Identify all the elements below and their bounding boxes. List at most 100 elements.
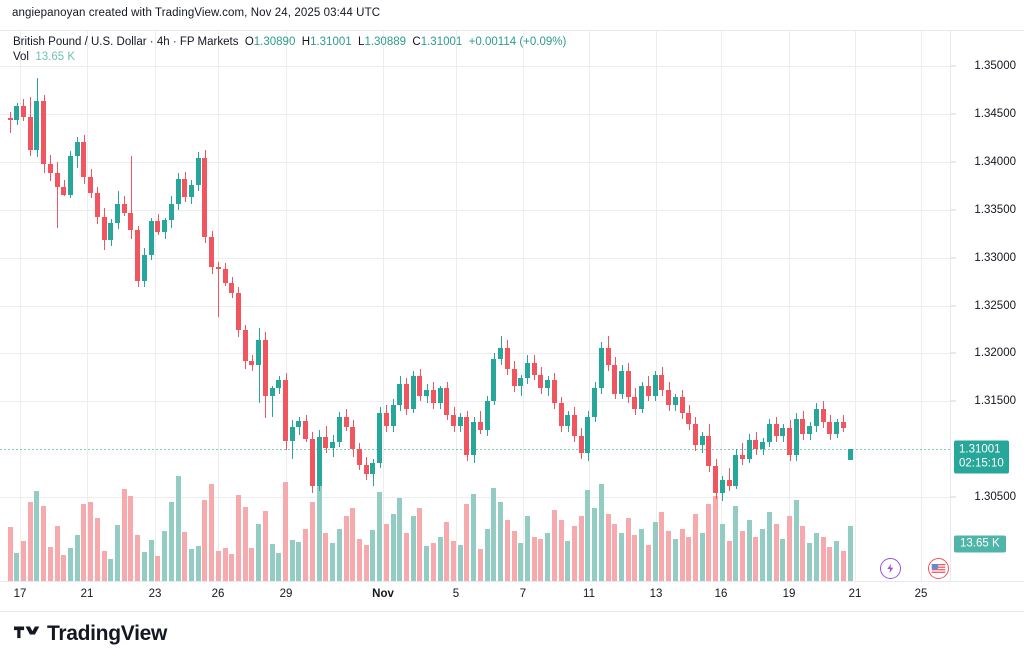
volume-bar xyxy=(350,508,356,581)
volume-bar xyxy=(571,526,577,581)
volume-bar xyxy=(309,502,315,581)
time-tick-label: 25 xyxy=(914,588,928,600)
chart-plot-area[interactable] xyxy=(0,31,950,581)
volume-bar xyxy=(20,541,26,581)
candle-body xyxy=(20,106,26,117)
volume-bar xyxy=(558,520,564,581)
volume-bar xyxy=(477,548,483,581)
volume-bar xyxy=(283,482,289,581)
us-flag-icon[interactable] xyxy=(928,558,949,579)
time-tick-label: 29 xyxy=(279,588,293,600)
candle-body xyxy=(605,347,611,365)
chart-frame: 1.35000 1.34500 1.34000 1.33500 1.33000 1.325… xyxy=(0,30,1024,582)
price-axis[interactable]: 1.35000 1.34500 1.34000 1.33500 1.33000 1.325… xyxy=(950,31,1024,581)
candle-body xyxy=(672,397,678,406)
candle-wick xyxy=(131,156,132,239)
candle-body xyxy=(518,378,524,386)
price-tick-dash xyxy=(951,161,956,163)
current-price-badge[interactable]: 1.31001 02:15:10 xyxy=(954,440,1009,474)
candle-body xyxy=(256,340,262,365)
volume-bar xyxy=(787,516,793,581)
candle-body xyxy=(477,422,483,431)
horizontal-gridline xyxy=(0,305,950,307)
volume-bar xyxy=(403,532,409,581)
volume-bar xyxy=(81,504,87,581)
volume-bar xyxy=(813,532,819,581)
volume-bar xyxy=(148,540,154,581)
volume-bar xyxy=(733,506,739,581)
vertical-gridline xyxy=(921,31,922,581)
candle-body xyxy=(47,163,53,174)
volume-bar xyxy=(692,514,698,581)
volume-bar xyxy=(101,550,107,581)
volume-bar xyxy=(377,492,383,581)
candle-body xyxy=(249,361,255,365)
candle-body xyxy=(242,330,248,362)
vertical-gridline xyxy=(523,31,524,581)
volume-bar xyxy=(316,480,322,581)
candle-body xyxy=(168,204,174,221)
price-tick-dash xyxy=(951,65,956,67)
candle-body xyxy=(746,439,752,459)
volume-bar xyxy=(121,488,127,581)
price-tick-label: 1.30500 xyxy=(974,491,1016,504)
volume-bar xyxy=(262,511,268,581)
volume-bar xyxy=(753,536,759,581)
volume-bar xyxy=(370,530,376,581)
candle-body xyxy=(14,106,20,120)
price-tick-label: 1.32500 xyxy=(974,299,1016,312)
candle-body xyxy=(451,414,457,427)
volume-bar xyxy=(289,539,295,581)
horizontal-gridline xyxy=(0,66,950,68)
candle-body xyxy=(195,158,201,185)
candle-body xyxy=(639,386,645,409)
volume-bar xyxy=(531,536,537,581)
candle-body xyxy=(545,380,551,388)
candle-body xyxy=(807,426,813,434)
candle-body xyxy=(666,389,672,406)
vertical-gridline xyxy=(855,31,856,581)
bar-countdown-timer: 02:15:10 xyxy=(959,457,1004,470)
price-tick-label: 1.31500 xyxy=(974,395,1016,408)
price-tick-label: 1.34000 xyxy=(974,155,1016,168)
price-tick-label: 1.32000 xyxy=(974,347,1016,360)
candle-body xyxy=(390,405,396,427)
volume-value-badge[interactable]: 13.65 K xyxy=(954,535,1006,553)
volume-bar xyxy=(800,526,806,581)
candle-body xyxy=(370,462,376,475)
candle-body xyxy=(162,220,168,232)
volume-bar xyxy=(424,546,430,581)
candle-body xyxy=(739,454,745,459)
candle-wick xyxy=(218,261,219,318)
candle-body xyxy=(652,374,658,396)
candle-body xyxy=(155,221,161,232)
lightning-bolt-icon[interactable] xyxy=(880,558,901,579)
time-axis[interactable]: 17 21 23 26 29 Nov 5 7 11 13 16 19 21 25 xyxy=(0,582,1024,612)
time-tick-label: 11 xyxy=(583,588,595,600)
volume-bar xyxy=(417,508,423,581)
time-tick-label: Nov xyxy=(372,588,394,600)
volume-bar xyxy=(303,529,309,581)
volume-bar xyxy=(739,530,745,581)
volume-bar xyxy=(188,548,194,581)
vertical-gridline xyxy=(155,31,156,581)
volume-bar xyxy=(827,546,833,581)
volume-bar xyxy=(343,515,349,581)
volume-bar xyxy=(175,476,181,581)
time-tick-label: 21 xyxy=(80,588,94,600)
volume-bar xyxy=(632,534,638,581)
candle-body xyxy=(800,418,806,434)
candle-body xyxy=(504,347,510,369)
candle-body xyxy=(484,401,490,431)
candle-body xyxy=(787,428,793,455)
price-tick-dash xyxy=(951,496,956,498)
vertical-gridline xyxy=(20,31,21,581)
volume-bar xyxy=(612,524,618,581)
volume-bar xyxy=(155,555,161,581)
candle-wick xyxy=(10,112,11,134)
candle-body xyxy=(585,416,591,454)
price-tick-label: 1.35000 xyxy=(974,60,1016,73)
candle-body xyxy=(101,216,107,241)
candle-body xyxy=(706,435,712,467)
candle-wick xyxy=(729,468,730,492)
